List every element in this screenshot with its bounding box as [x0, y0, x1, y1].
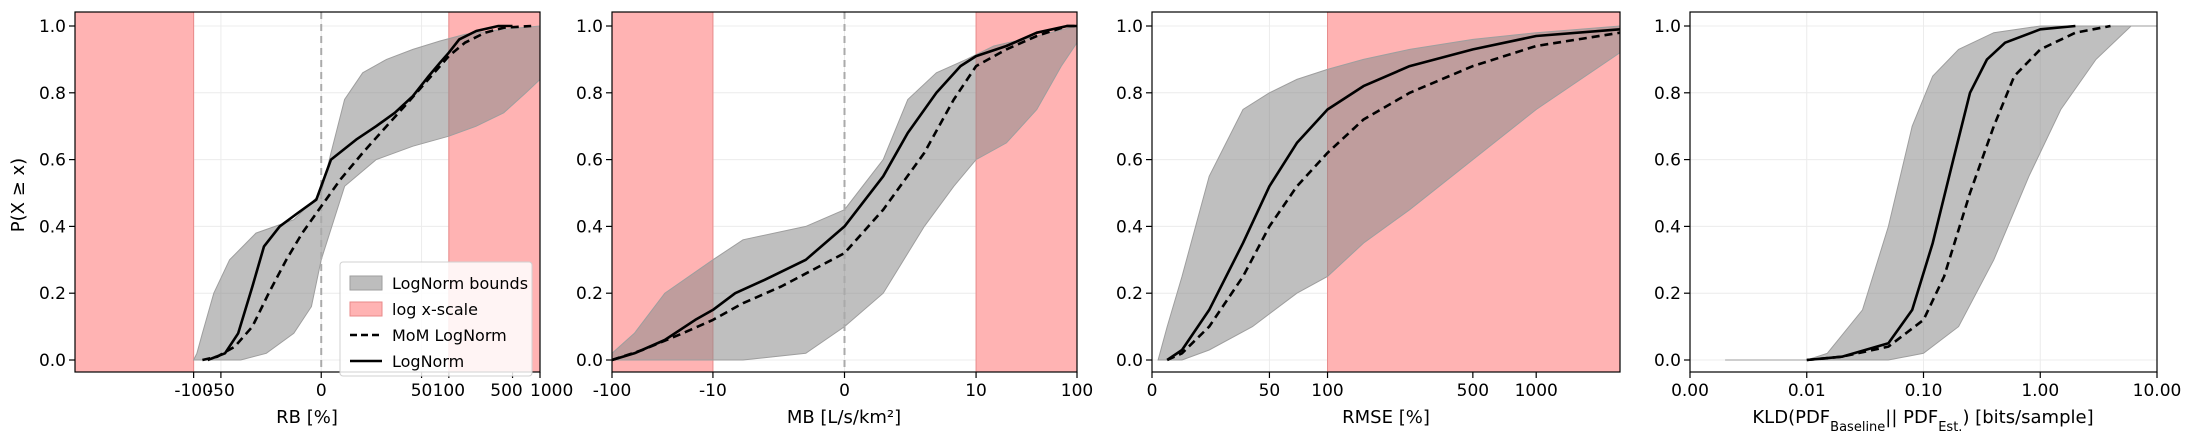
series-line-mom-lognorm: [1806, 24, 2111, 362]
x-tick-label: 100: [1311, 381, 1343, 401]
legend-label-mom: MoM LogNorm: [392, 326, 507, 345]
series-line-lognorm: [1806, 24, 2076, 362]
series-line-lognorm: [612, 24, 1077, 362]
legend-frame: [339, 261, 533, 377]
series-line-mom-lognorm: [1166, 31, 1620, 362]
panel-mb: 0.00.20.40.60.81.0-100 -10 0 10 100: [576, 11, 1093, 401]
legend-swatch-bounds: [349, 275, 383, 291]
x-axis-label-mb: MB [L/s/km²]: [787, 407, 901, 428]
y-tick-label: 0.8: [576, 84, 603, 104]
x-axis-label-rb: RB [%]: [276, 407, 338, 428]
x-axis-label-kld: KLD(PDFBaseline|| PDFEst.) [bits/sample]: [1752, 407, 2093, 435]
y-tick-label: 1.0: [1116, 17, 1143, 37]
x-tick-label: 1000: [1515, 381, 1558, 401]
y-tick-label: 0.0: [576, 351, 603, 371]
x-tick-label: 0.10: [1905, 381, 1943, 401]
y-tick-label: 0.4: [1116, 217, 1143, 237]
lognorm-bounds-band: [612, 25, 1077, 361]
y-tick-label: 1.0: [39, 17, 66, 37]
panel-kld: 0.0 0.2 0.4 0.6 0.8 1.0 0.00 0.01 0.10 1.00 10.00: [1654, 11, 2182, 401]
y-tick-label: 0.0: [1116, 351, 1143, 371]
log-scale-region: [75, 12, 195, 372]
y-tick-label: 0.6: [39, 151, 66, 171]
legend-swatch-log: [349, 301, 383, 317]
y-tick-label: 0.2: [576, 284, 603, 304]
x-tick-label: 500: [490, 381, 522, 401]
axes-frame: [1151, 11, 1621, 373]
y-tick-label: 0.0: [1654, 351, 1681, 371]
panel-rmse: 0.0 0.2 0.4 0.6 0.8 1.0 0 50 100 500 1000: [1116, 11, 1621, 401]
x-axis-label-rmse: RMSE [%]: [1342, 407, 1430, 428]
x-tick-label: 10.00: [2133, 381, 2182, 401]
x-tick-label: 100: [1061, 381, 1093, 401]
y-tick-label: 0.6: [1116, 151, 1143, 171]
x-tick-label: 50: [411, 381, 433, 401]
x-tick-label: -50: [207, 381, 235, 401]
y-tick-label: 0.4: [1654, 217, 1681, 237]
legend: LogNorm bounds log x-scale MoM LogNorm L…: [339, 261, 533, 377]
y-tick-label: 0.2: [1654, 284, 1681, 304]
series-line-mom-lognorm: [202, 24, 532, 362]
x-tick-label: -10: [699, 381, 727, 401]
x-tick-label: 50: [1259, 381, 1281, 401]
series-line-mom-lognorm: [612, 24, 1077, 362]
y-tick-label: 0.2: [39, 284, 66, 304]
series-line-lognorm: [207, 24, 513, 362]
plot-area: [1690, 12, 2157, 372]
y-tick-label: 0.2: [1116, 284, 1143, 304]
y-tick-label: 1.0: [576, 17, 603, 37]
x-tick-label: 1.00: [2021, 381, 2059, 401]
x-tick-label: 10: [965, 381, 987, 401]
y-axis-label: P(X ≥ x): [8, 158, 29, 232]
legend-label-bounds: LogNorm bounds: [392, 274, 528, 293]
x-tick-label: -100: [593, 381, 632, 401]
plot-area: [1152, 12, 1620, 372]
y-tick-label: 0.8: [39, 84, 66, 104]
x-tick-label: 0: [1147, 381, 1158, 401]
lognorm-bounds-band: [1157, 25, 1620, 361]
y-tick-label: 0.4: [39, 217, 66, 237]
x-tick-label: 0.01: [1788, 381, 1826, 401]
lognorm-bounds-band: [1725, 25, 2157, 361]
x-tick-label: 0: [839, 381, 850, 401]
legend-label-log: log x-scale: [392, 300, 478, 319]
y-tick-label: 0.8: [1116, 84, 1143, 104]
y-tick-label: 0.0: [39, 351, 66, 371]
lognorm-bounds-band: [192, 25, 540, 361]
y-tick-label: 0.6: [1654, 151, 1681, 171]
x-tick-label: 500: [1457, 381, 1489, 401]
axes-frame: [74, 11, 541, 373]
series-line-lognorm: [1166, 28, 1620, 362]
x-tick-label: -100: [174, 381, 213, 401]
x-tick-label: 100: [433, 381, 465, 401]
legend-label-lognorm: LogNorm: [392, 352, 464, 371]
y-tick-label: 0.8: [1654, 84, 1681, 104]
plot-area: [612, 12, 1077, 372]
x-tick-label: 1000: [530, 381, 573, 401]
y-tick-label: 0.4: [576, 217, 603, 237]
y-tick-label: 0.6: [576, 151, 603, 171]
y-tick-label: 1.0: [1654, 17, 1681, 37]
x-tick-label: 0.00: [1671, 381, 1709, 401]
x-tick-label: 0: [316, 381, 327, 401]
